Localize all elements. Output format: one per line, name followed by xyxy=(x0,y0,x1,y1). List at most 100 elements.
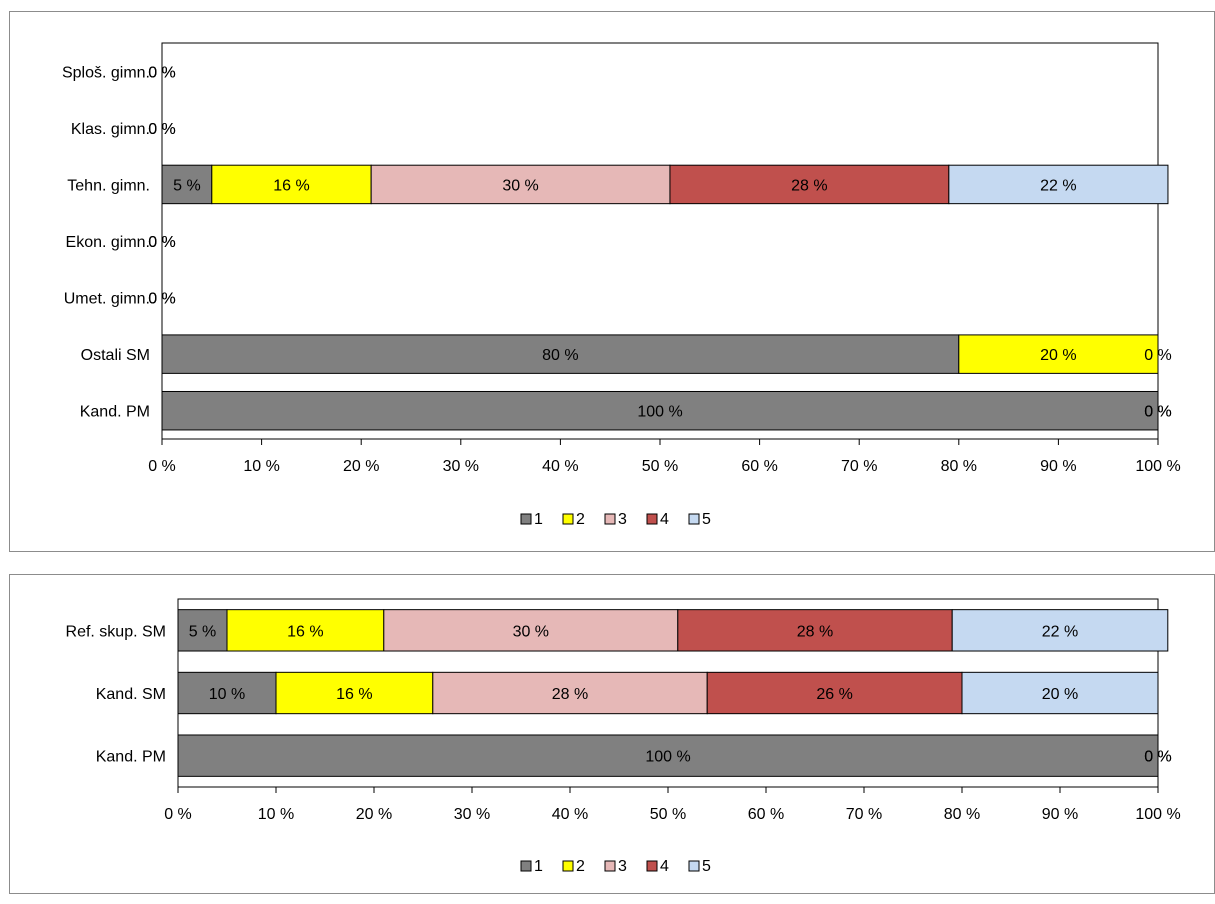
x-tick-label: 30 % xyxy=(454,806,490,823)
category-label: Klas. gimn. xyxy=(71,121,150,138)
legend-label: 4 xyxy=(660,511,669,528)
legend-label: 3 xyxy=(618,858,627,875)
x-tick-label: 0 % xyxy=(148,458,176,475)
x-tick-label: 100 % xyxy=(1135,806,1180,823)
data-label: 10 % xyxy=(209,686,245,703)
data-label: 0 % xyxy=(1144,347,1172,364)
data-label: 28 % xyxy=(552,686,588,703)
legend-swatch xyxy=(520,513,532,525)
legend-label: 2 xyxy=(576,858,585,875)
data-label: 80 % xyxy=(542,347,578,364)
plot-area xyxy=(161,42,1159,440)
data-label: 20 % xyxy=(1040,347,1076,364)
data-label: 0 % xyxy=(148,121,176,138)
data-label: 16 % xyxy=(273,177,309,194)
legend-swatch xyxy=(562,860,574,872)
category-label: Kand. SM xyxy=(96,686,166,703)
data-label: 0 % xyxy=(148,121,176,138)
bar-segment xyxy=(370,164,671,205)
bar-segment xyxy=(677,609,953,652)
data-label: 0 % xyxy=(148,234,176,251)
category-label: Kand. PM xyxy=(80,404,150,421)
data-label: 0 % xyxy=(148,291,176,308)
data-label: 0 % xyxy=(148,234,176,251)
bar-segment xyxy=(177,671,277,715)
legend-label: 3 xyxy=(618,511,627,528)
x-tick-label: 70 % xyxy=(841,458,877,475)
legend-label: 2 xyxy=(576,511,585,528)
x-tick-label: 50 % xyxy=(642,458,678,475)
x-tick-label: 80 % xyxy=(944,806,980,823)
data-label: 5 % xyxy=(173,177,201,194)
x-tick-label: 40 % xyxy=(552,806,588,823)
category-label: Sploš. gimn. xyxy=(62,64,150,81)
bar-segment xyxy=(383,609,679,652)
x-tick-label: 100 % xyxy=(1135,458,1180,475)
bar-segment xyxy=(948,164,1169,205)
bar-segment xyxy=(951,609,1169,652)
category-label: Ref. skup. SM xyxy=(66,623,166,640)
x-tick-label: 50 % xyxy=(650,806,686,823)
data-label: 0 % xyxy=(1144,404,1172,421)
category-label: Kand. PM xyxy=(96,749,166,766)
chart-2: Ref. skup. SM 5 % 16 % 30 % 28 % 22 % Kand. SM… xyxy=(9,574,1215,894)
bar-segment xyxy=(669,164,950,205)
x-tick-label: 90 % xyxy=(1040,458,1076,475)
data-label: 28 % xyxy=(797,623,833,640)
category-label: Ekon. gimn. xyxy=(66,234,150,251)
legend-swatch xyxy=(688,860,700,872)
bar-segment xyxy=(161,390,1159,431)
legend-label: 1 xyxy=(534,858,543,875)
category-label: Umet. gimn. xyxy=(64,291,150,308)
data-label: 0 % xyxy=(148,64,176,81)
data-label: 0 % xyxy=(1144,749,1172,766)
x-tick-label: 90 % xyxy=(1042,806,1078,823)
data-label: 28 % xyxy=(791,177,827,194)
x-tick-label: 0 % xyxy=(164,806,192,823)
x-tick-label: 60 % xyxy=(741,458,777,475)
bar-segment xyxy=(226,609,385,652)
x-tick-label: 20 % xyxy=(356,806,392,823)
x-tick-label: 80 % xyxy=(941,458,977,475)
bar-segment xyxy=(177,734,1159,777)
data-label: 16 % xyxy=(336,686,372,703)
x-tick-label: 10 % xyxy=(258,806,294,823)
legend-swatch xyxy=(646,860,658,872)
x-tick-label: 60 % xyxy=(748,806,784,823)
bar-segment xyxy=(161,334,960,374)
x-tick-label: 70 % xyxy=(846,806,882,823)
legend-label: 5 xyxy=(702,858,711,875)
legend-swatch xyxy=(604,513,616,525)
data-label: 30 % xyxy=(513,623,549,640)
bar-segment xyxy=(958,334,1159,374)
data-label: 5 % xyxy=(189,623,217,640)
category-label: Tehn. gimn. xyxy=(67,177,150,194)
x-tick-label: 30 % xyxy=(443,458,479,475)
legend-label: 1 xyxy=(534,511,543,528)
data-label: 0 % xyxy=(148,64,176,81)
data-label: 0 % xyxy=(1144,404,1172,421)
x-tick-label: 20 % xyxy=(343,458,379,475)
legend-swatch xyxy=(562,513,574,525)
legend-swatch xyxy=(520,860,532,872)
legend-label: 5 xyxy=(702,511,711,528)
data-label: 100 % xyxy=(637,404,682,421)
data-label: 100 % xyxy=(645,749,690,766)
chart-1-svg: Sploš. gimn.0 %0 %Klas. gimn.0 %0 %Tehn.… xyxy=(62,42,1181,528)
data-label: 22 % xyxy=(1040,177,1076,194)
data-label: 0 % xyxy=(1144,749,1172,766)
legend-label: 4 xyxy=(660,858,669,875)
chart-1: Sploš. gimn. 0 % 0 % Klas. gimn. 0 % 0 % Tehn.… xyxy=(9,11,1215,552)
bar-segment xyxy=(161,164,213,205)
x-tick-label: 10 % xyxy=(243,458,279,475)
bar-segment xyxy=(177,609,228,652)
bar-segment xyxy=(275,671,434,715)
chart-2-svg: Ref. skup. SM 5 % 16 % 30 % 28 % 22 %Kand. SM… xyxy=(66,598,1181,875)
bar-segment xyxy=(961,671,1159,715)
bar-segment xyxy=(432,671,708,715)
x-tick-label: 40 % xyxy=(542,458,578,475)
data-label: 30 % xyxy=(502,177,538,194)
data-label: 0 % xyxy=(148,291,176,308)
legend-swatch xyxy=(688,513,700,525)
legend-swatch xyxy=(646,513,658,525)
